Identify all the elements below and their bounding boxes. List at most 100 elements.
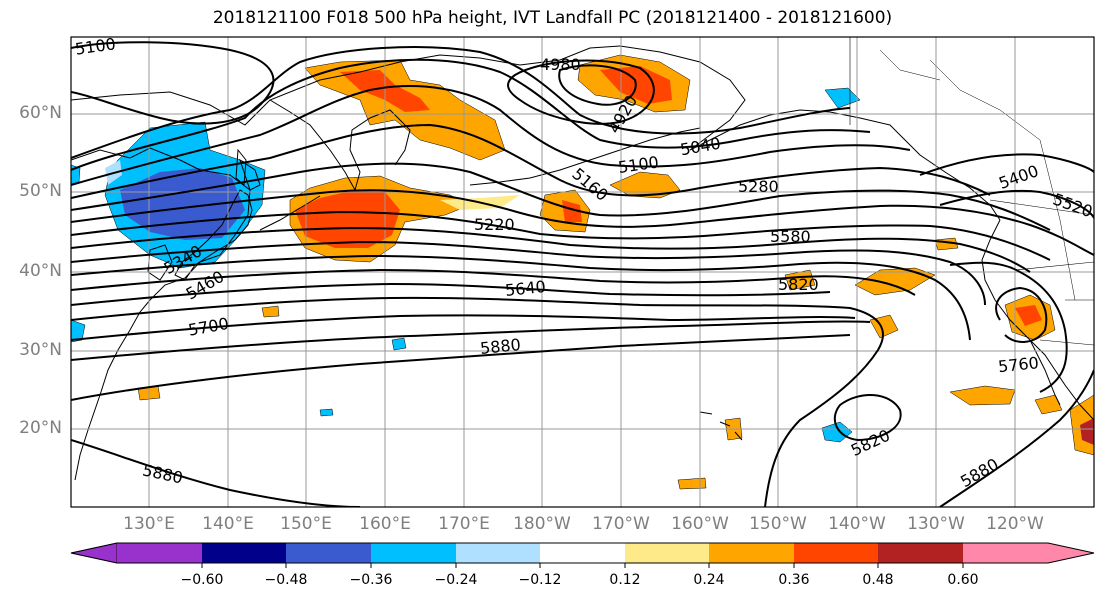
lon-tick-label: 150°E [280,514,332,534]
positive-anomaly-region [677,477,707,490]
colorbar-extend-low [70,542,118,564]
siberia-coast [71,45,621,126]
colorbar-segment [709,543,794,563]
height-contour [939,369,1094,507]
positive-anomaly-core [1080,418,1094,445]
ivt-shading [71,54,1094,490]
positive-anomaly-core [562,200,582,222]
political-border [879,49,941,81]
lon-tick-label: 170°W [592,514,650,534]
height-contour [71,314,856,341]
negative-anomaly-region [319,408,334,417]
colorbar-segment [286,543,371,563]
height-contour [71,226,1031,273]
aleutian-islands [469,127,701,186]
colorbar-segment [202,543,286,563]
positive-anomaly-region [854,267,936,296]
height-contour [71,85,911,186]
colorbar-outline [70,542,1095,564]
height-contour [995,286,1048,343]
positive-anomaly-core [1015,305,1042,326]
height-contour [71,240,986,306]
height-contour [833,393,902,442]
map-title: 2018121100 F018 500 hPa height, IVT Land… [212,8,893,28]
colorbar-tick-label: 0.12 [609,572,641,588]
colorbar-segment [117,543,202,563]
positive-anomaly-region [949,385,1016,406]
height-contour [71,320,871,361]
height-contour [71,46,851,159]
positive-anomaly-region [261,305,280,318]
lon-tick-label: 160°W [671,514,729,534]
height-contour [71,296,884,507]
contour-label: 5640 [504,277,546,300]
political-border [1039,139,1076,301]
map-frame [70,36,1095,508]
lon-tick-label: 140°E [202,514,254,534]
colorbar-tick-label: −0.48 [264,572,308,588]
height-contour [71,439,361,507]
height-contour [71,268,916,296]
lon-tick-label: 170°E [438,514,490,534]
lat-tick-label: 60°N [19,103,62,123]
positive-anomaly-region [1034,394,1063,415]
lon-tick-label: 120°W [986,514,1044,534]
lat-tick-label: 20°N [19,418,62,438]
height-contour [507,59,655,125]
negative-anomaly-region [391,337,407,351]
colorbar-tick-label: 0.60 [947,572,979,588]
colorbar-tick-label: −0.24 [434,572,478,588]
contour-label: 5820 [778,275,819,294]
political-border [929,59,1041,141]
height-contour [71,282,831,306]
colorbar-extend-high [963,543,1094,563]
height-contour [71,210,1051,261]
political-border [1014,261,1094,271]
colorbar-segment [625,543,709,563]
height-contour [71,189,1094,256]
height-contour [71,162,1051,231]
positive-anomaly-core [295,190,400,248]
height-contour [919,153,1094,176]
political-border [989,199,1094,216]
colorbar-tick-label: 0.48 [862,572,894,588]
colorbar-segment [794,543,878,563]
lon-tick-label: 160°E [359,514,411,534]
colorbar-segment [540,543,625,563]
colorbar-tick-label: −0.60 [180,572,224,588]
alaska-coast [619,45,1001,221]
colorbar-tick-label: 0.24 [693,572,725,588]
lat-tick-label: 30°N [19,340,62,360]
contour-label: 4980 [540,55,581,74]
colorbar-tick-label: −0.36 [349,572,393,588]
height-contours [71,41,1094,507]
lon-tick-label: 130°E [123,514,175,534]
lon-tick-label: 150°W [749,514,807,534]
negative-anomaly-region [71,319,86,343]
lon-tick-label: 140°W [828,514,886,534]
north-america-coast [981,219,1094,421]
hawaii-islands [699,411,743,441]
negative-anomaly-core [120,168,245,240]
lat-tick-label: 50°N [19,181,62,201]
contour-label: 5880 [479,335,521,358]
contour-label: 5100 [74,34,117,58]
negative-anomaly-region [824,87,861,109]
baja-california [1029,339,1061,406]
colorbar-segment [878,543,963,563]
height-contour [71,58,871,171]
height-contour [71,254,971,341]
contour-label: 5280 [738,177,779,196]
height-contour [71,123,991,199]
colorbar-tick-label: −0.12 [518,572,562,588]
japan-coast [239,158,261,191]
contour-label: 5220 [474,215,515,234]
contour-label: 5580 [770,227,811,246]
lat-tick-label: 40°N [19,261,62,281]
japan-coast [174,189,253,281]
sakhalin-coast [235,148,247,187]
colorbar-segment [456,543,540,563]
colorbar-tick-label: 0.36 [778,572,810,588]
